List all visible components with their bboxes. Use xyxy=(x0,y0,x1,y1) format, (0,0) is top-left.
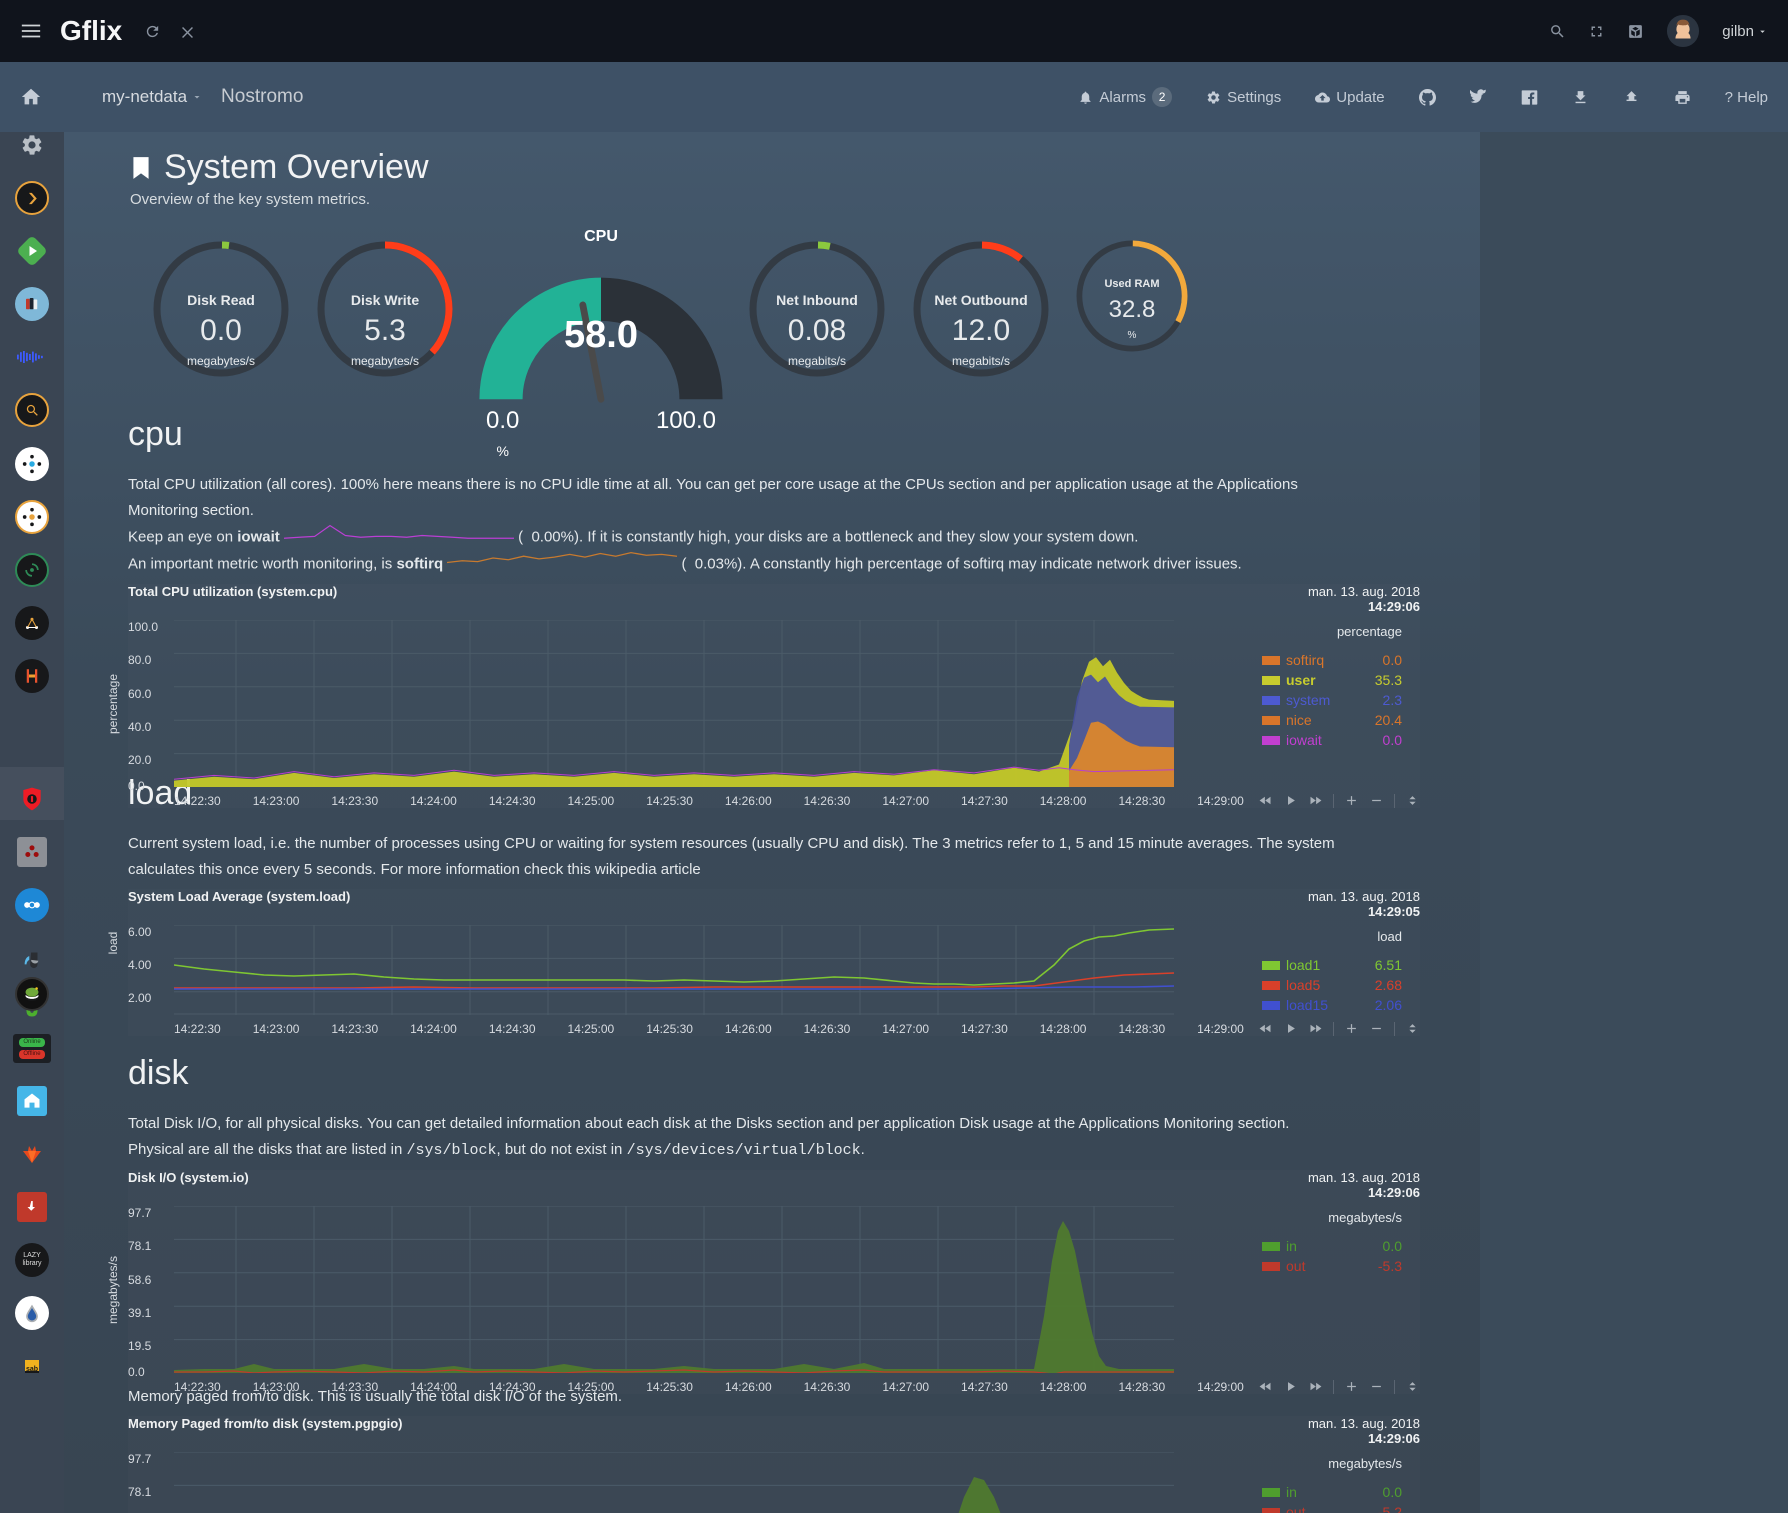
svg-text:sab: sab xyxy=(26,1366,38,1373)
